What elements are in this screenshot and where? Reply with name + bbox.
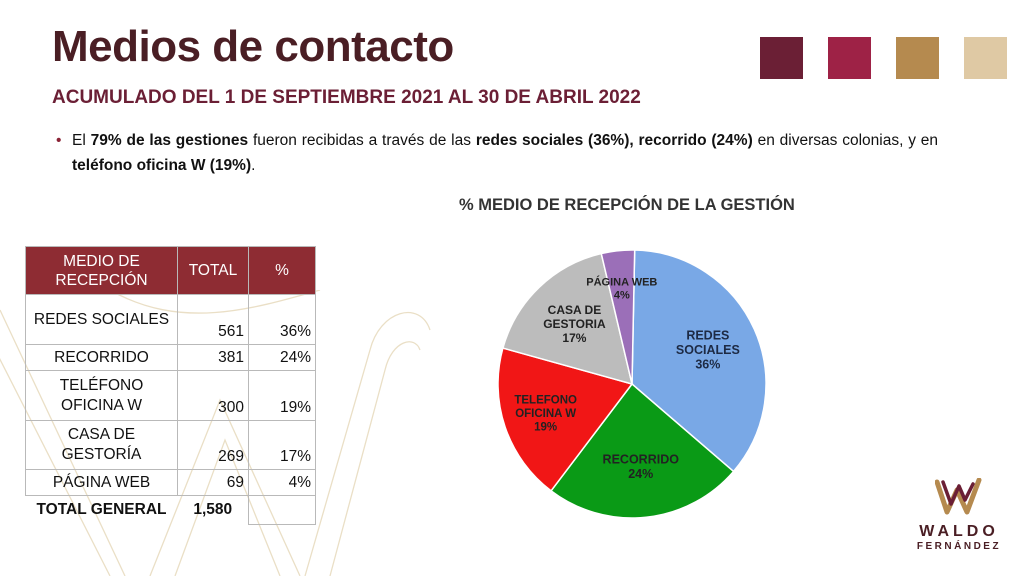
reception-table: MEDIO DE RECEPCIÓN TOTAL % REDES SOCIALE… (25, 246, 316, 525)
header-pct: % (248, 246, 316, 295)
cell-total: 561 (177, 294, 249, 345)
table-row: CASA DE GESTORÍA 269 17% (25, 420, 316, 470)
table-total-row: TOTAL GENERAL 1,580 (26, 495, 316, 525)
cell-medio: CASA DE GESTORÍA (25, 420, 178, 470)
cell-total: 381 (177, 344, 249, 371)
slice-label: RECORRIDO 24% (603, 452, 680, 481)
palette-swatch (760, 37, 803, 79)
cell-medio: PÁGINA WEB (25, 469, 178, 496)
pie-chart: REDES SOCIALES 36% RECORRIDO 24% TELEFONO OFIC… (497, 249, 767, 519)
cell-pct: 17% (248, 420, 316, 470)
total-value: 1,580 (193, 501, 233, 519)
slice-label: CASA DE GESTORIA 17% (543, 303, 606, 345)
pie-slice (550, 382, 735, 519)
header-total: TOTAL (177, 246, 249, 295)
table-row: REDES SOCIALES 561 36% (25, 294, 316, 345)
logo-w-icon (934, 477, 982, 515)
table-row: PÁGINA WEB 69 4% (25, 469, 316, 496)
pie-slice (497, 347, 634, 492)
cell-total: 300 (177, 370, 249, 421)
chart-title: % MEDIO DE RECEPCIÓN DE LA GESTIÓN (459, 196, 795, 214)
header-medio: MEDIO DE RECEPCIÓN (25, 246, 178, 295)
logo-surname: FERNÁNDEZ (916, 541, 1002, 552)
summary-text-part: fueron recibidas a través de las (248, 132, 476, 149)
cell-total: 69 (177, 469, 249, 496)
summary-highlight: teléfono oficina W (19%) (72, 157, 252, 174)
slice-label: REDES SOCIALES 36% (676, 329, 740, 372)
cell-pct: 24% (248, 344, 316, 371)
pie-slice (600, 249, 636, 385)
total-blank-cell (248, 495, 316, 525)
brand-logo: WALDO FERNÁNDEZ (914, 477, 1004, 552)
total-label: TOTAL GENERAL (36, 501, 167, 519)
summary-text: El 79% de las gestiones fueron recibidas… (56, 128, 938, 178)
cell-pct: 36% (248, 294, 316, 345)
page-subtitle: ACUMULADO DEL 1 DE SEPTIEMBRE 2021 AL 30… (52, 87, 641, 108)
pie-slice (501, 252, 634, 386)
page-title: Medios de contacto (52, 22, 454, 71)
palette-swatch (964, 37, 1007, 79)
color-palette (760, 37, 1007, 79)
cell-pct: 19% (248, 370, 316, 421)
table-row: TELÉFONO OFICINA W 300 19% (25, 370, 316, 421)
bullet-marker: • (56, 132, 62, 149)
summary-text-part: en diversas colonias, y en (752, 132, 939, 149)
summary-text-part: . (251, 157, 256, 174)
cell-medio: RECORRIDO (25, 344, 178, 371)
slice-label: TELEFONO OFICINA W 19% (514, 395, 577, 434)
palette-swatch (896, 37, 939, 79)
slice-label: PÁGINA WEB 4% (586, 276, 657, 302)
pie-slice (631, 249, 767, 473)
cell-medio: TELÉFONO OFICINA W (25, 370, 178, 421)
summary-bullet: • El 79% de las gestiones fueron recibid… (56, 128, 938, 178)
table-header-row: MEDIO DE RECEPCIÓN TOTAL % (25, 246, 316, 295)
cell-medio: REDES SOCIALES (25, 294, 178, 345)
table-row: RECORRIDO 381 24% (25, 344, 316, 371)
cell-pct: 4% (248, 469, 316, 496)
summary-highlight: redes sociales (36%), recorrido (24%) (475, 132, 753, 149)
cell-total: 269 (177, 420, 249, 470)
summary-text-part: El (72, 132, 91, 149)
palette-swatch (828, 37, 871, 79)
logo-name: WALDO (919, 523, 999, 540)
summary-highlight: 79% de las gestiones (90, 132, 249, 149)
